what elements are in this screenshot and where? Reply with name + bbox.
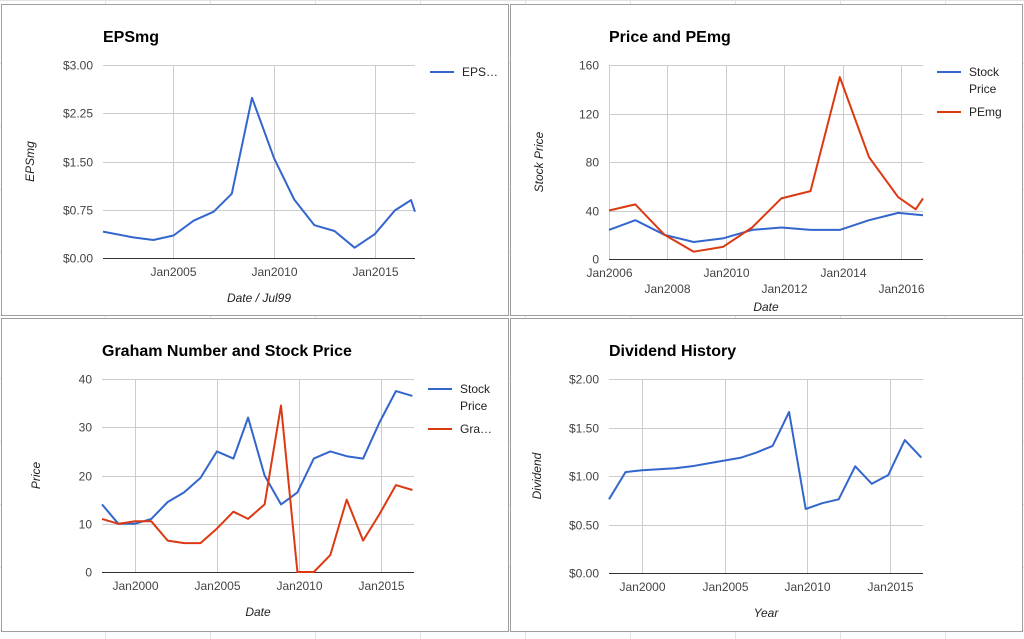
x-tick-label: Jan2010 <box>251 265 297 279</box>
chart-title: Dividend History <box>609 343 736 360</box>
chart-svg: Graham Number and Stock Price 0 10 20 30 40 Ja… <box>29 343 492 619</box>
x-axis-label: Date <box>245 605 271 619</box>
chart-title: Graham Number and Stock Price <box>102 343 352 360</box>
x-tick-label: Jan2010 <box>276 579 322 593</box>
y-tick-label: $0.50 <box>569 519 599 533</box>
y-axis-label: EPSmg <box>23 141 37 182</box>
y-tick-label: $3.00 <box>63 59 93 73</box>
series-line-0[interactable] <box>608 411 923 510</box>
y-tick-label: 0 <box>85 566 92 580</box>
chart-svg: EPSmg $0.00 $0.75 $1.50 $2.25 $3.00 Jan2005 Jan… <box>23 29 498 305</box>
y-tick-label: 30 <box>79 421 93 435</box>
chart-svg: Dividend History $0.00 $0.50 $1.00 $1.50 $2.0… <box>530 343 923 620</box>
y-tick-label: 40 <box>79 373 93 387</box>
y-tick-label: $0.00 <box>569 567 599 581</box>
x-tick-label: Jan2016 <box>878 282 924 296</box>
x-tick-label: Jan2005 <box>702 580 748 594</box>
chart-svg: Price and PEmg 0 40 80 120 160 Jan2006 Jan2008 J… <box>532 29 1002 314</box>
x-tick-label: Jan2008 <box>644 282 690 296</box>
chart-price-and-pemg[interactable]: Price and PEmg 0 40 80 120 160 Jan2006 Jan2008 J… <box>510 4 1023 316</box>
y-tick-label: $1.00 <box>569 470 599 484</box>
chart-title: EPSmg <box>103 29 159 46</box>
x-tick-label: Jan2015 <box>867 580 913 594</box>
chart-title: Price and PEmg <box>609 29 731 46</box>
y-tick-label: $1.50 <box>569 422 599 436</box>
y-tick-label: $1.50 <box>63 156 93 170</box>
y-tick-label: 0 <box>592 253 599 267</box>
y-tick-label: 20 <box>79 470 93 484</box>
y-axis-label: Dividend <box>530 452 544 499</box>
y-tick-label: 120 <box>579 108 599 122</box>
legend-label[interactable]: PEmg <box>969 105 1002 119</box>
x-tick-label: Jan2005 <box>194 579 240 593</box>
series-line-0[interactable] <box>608 211 924 243</box>
y-axis-label: Stock Price <box>532 131 546 192</box>
x-tick-label: Jan2005 <box>150 265 196 279</box>
y-tick-label: 40 <box>586 205 600 219</box>
legend-label[interactable]: Stock Price <box>969 65 1000 96</box>
x-tick-label: Jan2000 <box>112 579 158 593</box>
x-tick-label: Jan2000 <box>619 580 665 594</box>
series-line-1[interactable] <box>101 404 413 573</box>
y-axis-label: Price <box>29 462 43 490</box>
legend-label[interactable]: Gra… <box>460 422 492 436</box>
x-tick-label: Jan2015 <box>352 265 398 279</box>
chart-dividend-history[interactable]: Dividend History $0.00 $0.50 $1.00 $1.50 $2.0… <box>510 318 1023 632</box>
series-line-1[interactable] <box>608 76 924 253</box>
x-axis-label: Date / Jul99 <box>227 291 291 305</box>
x-tick-label: Jan2010 <box>784 580 830 594</box>
x-tick-label: Jan2012 <box>761 282 807 296</box>
x-tick-label: Jan2010 <box>703 266 749 280</box>
y-tick-label: $2.00 <box>569 373 599 387</box>
y-tick-label: 80 <box>586 156 600 170</box>
x-tick-label: Jan2015 <box>358 579 404 593</box>
series-line-0[interactable] <box>102 96 416 249</box>
x-axis-label: Date <box>753 300 779 314</box>
y-tick-label: 10 <box>79 518 93 532</box>
y-tick-label: 160 <box>579 59 599 73</box>
chart-epsmg[interactable]: EPSmg $0.00 $0.75 $1.50 $2.25 $3.00 Jan2005 Jan… <box>1 4 509 316</box>
y-tick-label: $0.00 <box>63 252 93 266</box>
x-axis-label: Year <box>754 606 780 620</box>
series-line-0[interactable] <box>101 390 413 525</box>
y-tick-label: $0.75 <box>63 204 93 218</box>
legend-label[interactable]: EPS… <box>462 65 498 79</box>
x-tick-label: Jan2006 <box>586 266 632 280</box>
legend-label[interactable]: Stock Price <box>460 382 491 413</box>
chart-graham-number-and-stock-price[interactable]: Graham Number and Stock Price 0 10 20 30 40 Ja… <box>1 318 509 632</box>
y-tick-label: $2.25 <box>63 107 93 121</box>
x-tick-label: Jan2014 <box>820 266 866 280</box>
